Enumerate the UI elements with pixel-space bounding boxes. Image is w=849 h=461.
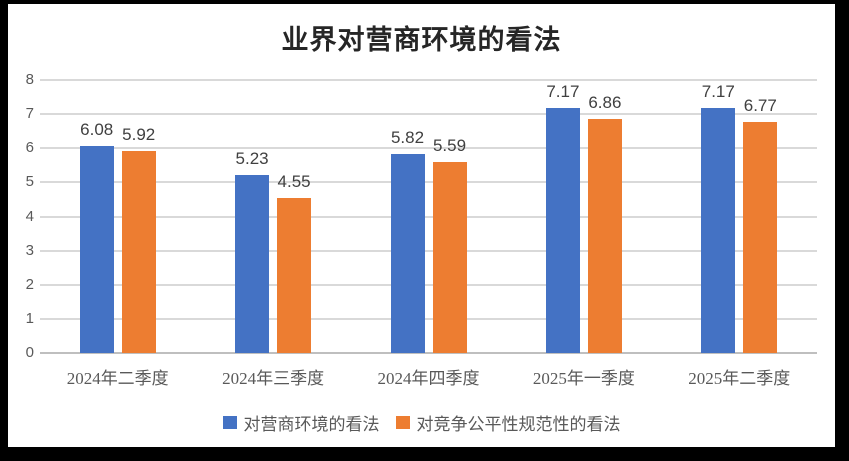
bar-series2-2024年四季度 bbox=[432, 162, 467, 353]
legend-swatch-1 bbox=[222, 416, 237, 429]
value-label-series2-2024年二季度: 5.92 bbox=[122, 124, 156, 144]
bar-series2-2024年二季度 bbox=[121, 150, 156, 353]
x-tick-label-2025年二季度: 2025年二季度 bbox=[688, 369, 791, 388]
y-tick-label-1: 1 bbox=[25, 309, 34, 327]
gridline-8 bbox=[40, 79, 817, 81]
x-tick-label-2024年三季度: 2024年三季度 bbox=[222, 369, 325, 388]
legend: 对营商环境的看法 对竞争公平性规范性的看法 bbox=[8, 410, 835, 435]
y-tick-label-3: 3 bbox=[25, 241, 34, 259]
y-axis: 0 1 2 3 4 5 6 7 8 bbox=[8, 71, 34, 361]
gridline-0 bbox=[40, 352, 817, 354]
bar-series1-2025年二季度 bbox=[701, 108, 736, 353]
value-label-series2-2024年四季度: 5.59 bbox=[432, 136, 467, 156]
chart-title: 业界对营商环境的看法 bbox=[281, 25, 562, 55]
value-label-series1-2024年四季度: 5.82 bbox=[390, 128, 425, 148]
value-label-series1-2024年三季度: 5.23 bbox=[235, 148, 269, 168]
bar-series1-2025年一季度 bbox=[545, 108, 580, 353]
x-axis: 2024年二季度 2024年三季度 2024年四季度 2025年一季度 2025年二季度 bbox=[40, 364, 817, 388]
x-tick-label-2024年二季度: 2024年二季度 bbox=[66, 369, 169, 388]
bar-series2-2024年三季度 bbox=[277, 197, 312, 353]
x-tick-label-2024年四季度: 2024年四季度 bbox=[377, 369, 480, 388]
value-label-series1-2024年二季度: 6.08 bbox=[80, 119, 114, 139]
value-label-series1-2025年二季度: 7.17 bbox=[701, 82, 735, 102]
y-tick-label-5: 5 bbox=[25, 173, 34, 191]
y-tick-label-8: 8 bbox=[25, 71, 34, 88]
value-label-series2-2025年一季度: 6.86 bbox=[588, 92, 622, 112]
gridline-3 bbox=[40, 249, 817, 252]
y-tick-label-7: 7 bbox=[25, 105, 34, 123]
value-label-series2-2025年二季度: 6.77 bbox=[743, 95, 777, 115]
chart-canvas: 业界对营商环境的看法 0 1 2 3 4 5 6 7 8 6.08 5.92 5.23 4.55 5.8… bbox=[8, 4, 835, 447]
bar-series2-2025年二季度 bbox=[743, 121, 778, 353]
y-tick-label-6: 6 bbox=[25, 139, 34, 157]
gridline-5 bbox=[40, 181, 817, 184]
y-tick-label-2: 2 bbox=[25, 275, 34, 293]
gridline-4 bbox=[40, 215, 817, 218]
legend-item-1: 对营商环境的看法 bbox=[222, 410, 380, 435]
legend-item-2: 对竞争公平性规范性的看法 bbox=[395, 410, 621, 435]
x-tick-label-2025年一季度: 2025年一季度 bbox=[532, 369, 635, 388]
y-tick-label-0: 0 bbox=[25, 344, 34, 361]
legend-label-1: 对营商环境的看法 bbox=[243, 415, 380, 434]
gridline-2 bbox=[40, 283, 817, 286]
gridline-1 bbox=[40, 317, 817, 320]
gridline-6 bbox=[40, 147, 817, 150]
bar-series1-2024年二季度 bbox=[79, 145, 114, 353]
plot-area: 6.08 5.92 5.23 4.55 5.82 5.59 7.17 6.86 7.17 6.77 bbox=[40, 79, 817, 354]
value-label-series2-2024年三季度: 4.55 bbox=[277, 171, 311, 191]
bar-series2-2025年一季度 bbox=[587, 118, 622, 353]
legend-swatch-2 bbox=[395, 416, 410, 429]
value-label-series1-2025年一季度: 7.17 bbox=[546, 82, 580, 102]
bar-series1-2024年四季度 bbox=[390, 154, 425, 353]
gridline-7 bbox=[40, 113, 817, 116]
bar-series1-2024年三季度 bbox=[235, 174, 270, 353]
legend-label-2: 对竞争公平性规范性的看法 bbox=[416, 415, 621, 434]
y-tick-label-4: 4 bbox=[25, 207, 34, 225]
